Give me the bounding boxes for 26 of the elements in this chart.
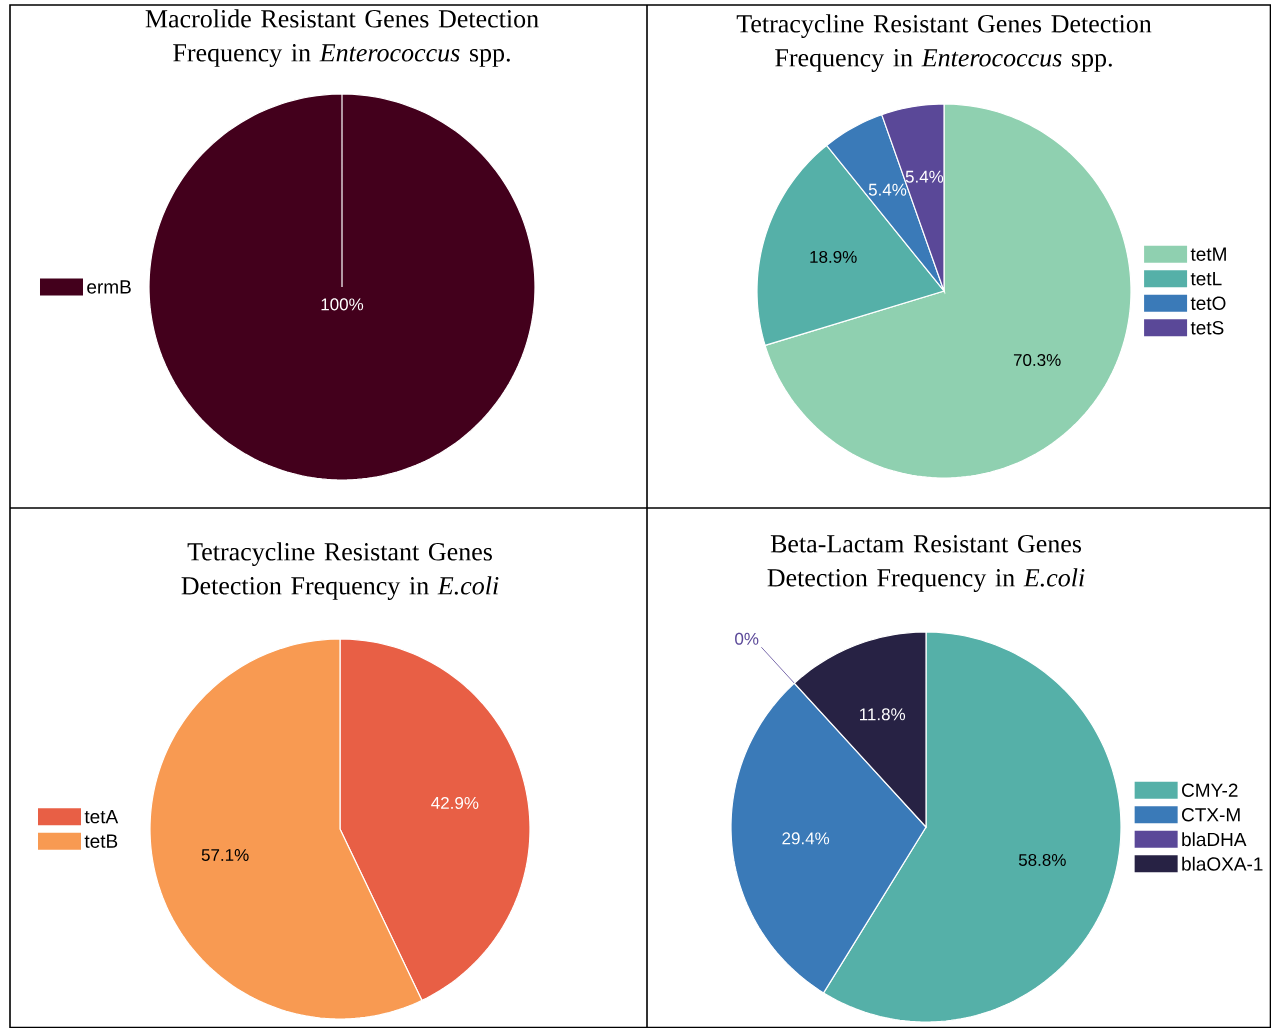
- legend-label: tetA: [84, 810, 119, 824]
- chart-title: Macrolide Resistant Genes Detection Frequency in Enterococcus spp.: [145, 9, 539, 67]
- legend-label: tetM: [1190, 247, 1226, 261]
- chart-title: Tetracycline Resistant Genes Detection Frequency in Enterococcus spp.: [736, 14, 1152, 72]
- legend-label: tetL: [1190, 272, 1222, 286]
- legend-label: blaDHA: [1182, 832, 1247, 847]
- data-label: 100%: [321, 298, 364, 311]
- data-label: 57.1%: [201, 849, 249, 862]
- legend-label: ermB: [87, 280, 131, 294]
- data-label: 5.4%: [868, 183, 907, 196]
- data-label: 58.8%: [1018, 853, 1066, 866]
- legend-label: blaOXA-1: [1182, 856, 1263, 871]
- text: 0%: [735, 632, 759, 645]
- data-label: 42.9%: [431, 796, 479, 809]
- data-label: 5.4%: [905, 170, 944, 183]
- data-label: 11.8%: [860, 708, 906, 721]
- data-label: 18.9%: [810, 250, 857, 263]
- legend-label: tetB: [84, 834, 118, 848]
- chart-title: Tetracycline Resistant Genes Detection Frequency in E.coli: [181, 542, 499, 600]
- data-label: 29.4%: [782, 832, 830, 845]
- data-label: 70.3%: [1013, 354, 1061, 367]
- legend-label: tetO: [1190, 296, 1226, 310]
- legend-label: CTX-M: [1182, 808, 1240, 822]
- legend-label: tetS: [1190, 321, 1224, 335]
- chart-title: Beta-Lactam Resistant Genes Detection Frequency in E.coli: [767, 535, 1085, 592]
- legend-label: CMY-2: [1182, 783, 1238, 797]
